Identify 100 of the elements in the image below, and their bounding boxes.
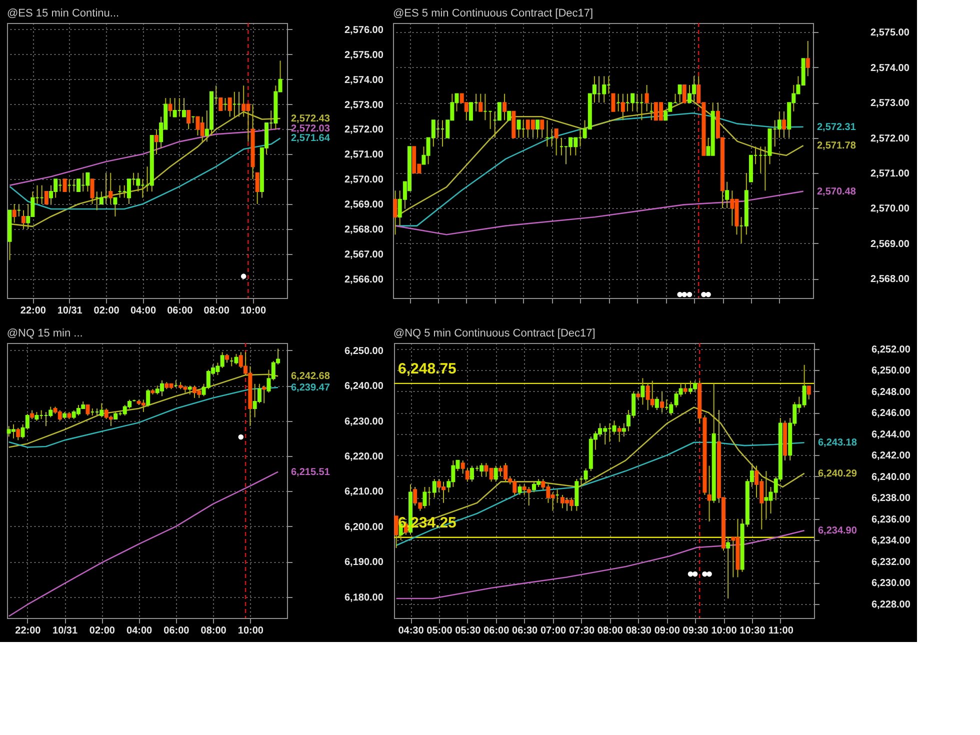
y-tick-label: 2,572.00 xyxy=(344,124,384,136)
y-tick-label: 2,566.00 xyxy=(344,274,384,286)
candlestick xyxy=(255,172,260,205)
candlestick xyxy=(612,420,616,434)
line-series xyxy=(394,190,804,236)
candlestick xyxy=(518,484,522,496)
candlestick xyxy=(126,178,131,205)
candlestick xyxy=(86,172,90,192)
y-tick-label: 6,200.00 xyxy=(344,522,384,533)
candlestick xyxy=(228,98,232,118)
y-tick-label: 2,576.00 xyxy=(344,24,384,36)
candlestick xyxy=(660,390,664,414)
candlestick xyxy=(172,98,177,118)
candlestick xyxy=(688,84,692,104)
data-label: 6,234.90 xyxy=(818,526,858,537)
data-label: 6,243.18 xyxy=(818,438,858,449)
candlestick xyxy=(460,460,465,474)
candlestick xyxy=(806,386,811,400)
candlestick xyxy=(16,427,20,441)
candlestick xyxy=(682,84,686,104)
candlestick xyxy=(218,98,223,112)
data-label: 2,572.03 xyxy=(291,123,330,134)
candlestick xyxy=(182,98,186,118)
x-tick-label: 10:00 xyxy=(240,306,266,316)
x-tick-label: 09:00 xyxy=(654,626,680,636)
y-tick-label: 2,573.00 xyxy=(344,100,384,111)
x-tick-label: 04:00 xyxy=(130,306,156,316)
candlestick xyxy=(650,380,654,408)
candlestick xyxy=(422,486,427,509)
candlestick xyxy=(186,110,191,130)
candlestick xyxy=(536,120,540,138)
x-tick-label: 10:30 xyxy=(740,626,766,636)
y-tick-label: 2,571.00 xyxy=(344,150,384,161)
candlestick xyxy=(516,120,521,138)
x-tick-label: 05:00 xyxy=(426,626,453,636)
data-label: 6,239.47 xyxy=(291,382,330,394)
x-tick-label: 06:30 xyxy=(512,626,538,636)
candlestick xyxy=(678,84,682,104)
candlestick xyxy=(584,468,588,482)
ref-line-label: 6,248.75 xyxy=(398,360,456,378)
x-tick-label: 10:00 xyxy=(238,626,264,636)
candlestick xyxy=(11,424,16,439)
y-tick-label: 6,236.00 xyxy=(872,514,911,526)
x-tick-label: 10/31 xyxy=(57,306,83,316)
x-tick-label: 10:00 xyxy=(711,626,738,636)
line-series xyxy=(394,112,804,226)
candlestick xyxy=(574,478,579,512)
candlestick xyxy=(48,406,53,418)
candlestick xyxy=(478,93,483,112)
data-label: 2,571.78 xyxy=(817,140,856,152)
candlestick xyxy=(777,110,782,138)
candlestick xyxy=(683,382,688,395)
candlestick xyxy=(86,404,90,416)
x-tick-label: 06:00 xyxy=(484,626,510,636)
candlestick xyxy=(168,98,172,118)
y-tick-label: 2,571.00 xyxy=(870,168,910,180)
y-tick-label: 2,568.00 xyxy=(344,224,384,236)
y-tick-label: 2,574.00 xyxy=(870,62,910,74)
candlestick xyxy=(242,85,246,118)
y-tick-label: 6,180.00 xyxy=(344,592,384,604)
x-tick-label: 10/31 xyxy=(52,626,78,636)
candlestick xyxy=(654,396,659,410)
data-label: 6,215.51 xyxy=(291,466,330,478)
y-tick-label: 6,248.00 xyxy=(872,386,911,398)
candlestick xyxy=(100,402,104,418)
y-tick-label: 6,220.00 xyxy=(344,452,384,463)
candlestick xyxy=(432,478,436,498)
y-tick-label: 6,242.00 xyxy=(872,450,911,462)
y-tick-label: 6,252.00 xyxy=(872,344,911,356)
y-tick-label: 6,190.00 xyxy=(344,557,384,568)
candlestick xyxy=(62,178,67,192)
candlestick xyxy=(731,536,736,578)
y-tick-label: 6,234.00 xyxy=(872,536,911,547)
y-tick-label: 2,570.00 xyxy=(870,204,910,215)
candlestick xyxy=(480,462,484,477)
candlestick xyxy=(262,385,266,404)
x-tick-label: 22:00 xyxy=(15,626,42,636)
y-tick-label: 6,240.00 xyxy=(872,472,911,483)
x-tick-label: 06:00 xyxy=(167,306,194,316)
data-label: 2,572.31 xyxy=(817,122,856,133)
candlestick xyxy=(688,380,693,395)
candlestick xyxy=(44,191,48,205)
candlestick xyxy=(234,353,238,365)
data-label: 2,570.48 xyxy=(817,186,856,198)
x-tick-label: 22:00 xyxy=(20,306,46,316)
y-tick-label: 2,569.00 xyxy=(344,200,384,211)
y-tick-label: 2,568.00 xyxy=(870,274,910,286)
candlestick xyxy=(494,465,498,482)
candlestick xyxy=(136,172,140,192)
data-label: 2,571.64 xyxy=(291,133,330,144)
y-tick-label: 6,244.00 xyxy=(872,429,911,440)
candlestick xyxy=(99,191,104,205)
candlestick xyxy=(141,399,146,413)
y-tick-label: 2,567.00 xyxy=(344,249,384,260)
line-series xyxy=(396,442,805,546)
candlestick xyxy=(782,110,786,138)
x-tick-label: 07:30 xyxy=(568,626,595,636)
x-tick-label: 04:00 xyxy=(126,626,153,636)
candlestick xyxy=(90,178,94,205)
y-tick-label: 6,230.00 xyxy=(872,578,911,590)
